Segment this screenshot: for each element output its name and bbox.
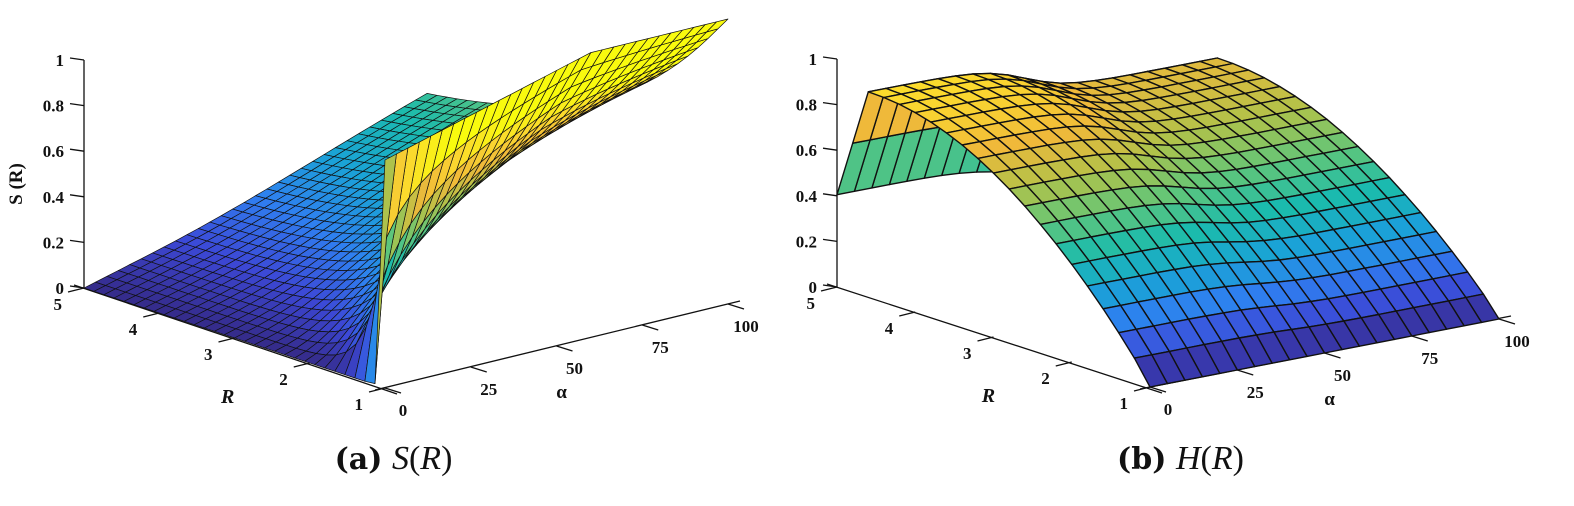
z-tick (69, 194, 85, 198)
z-axis-label: S (R) (6, 163, 27, 205)
r-tick (67, 287, 85, 293)
caption-func: S (391, 440, 409, 477)
r-tick-label: 1 (355, 395, 364, 414)
z-tick-label: 1 (809, 50, 818, 69)
caption-letter: (a) (334, 442, 383, 477)
alpha-axis-label: α (1324, 389, 1335, 410)
alpha-tick (1237, 369, 1254, 376)
r-tick (218, 337, 235, 343)
r-tick-label: 5 (54, 295, 63, 314)
r-tick (143, 312, 160, 318)
alpha-tick (1498, 318, 1516, 325)
panel-a: 0 0.2 0.4 0.6 0.8 1 S (R) 1 2 3 4 5 R 0 25 50 75 100 α (a)… (6, 18, 759, 477)
caption-arg: R (1211, 440, 1233, 477)
r-tick (977, 336, 994, 342)
z-tick (69, 148, 85, 152)
z-tick-label: 0.4 (796, 187, 818, 206)
surface-mesh (836, 57, 1500, 388)
r-tick-label: 4 (129, 320, 138, 339)
alpha-tick (470, 366, 487, 373)
r-tick-label: 5 (807, 294, 816, 313)
alpha-tick (642, 324, 659, 331)
z-tick-label: 0.8 (43, 97, 64, 116)
alpha-tick (1149, 386, 1167, 393)
r-axis-label: R (981, 385, 995, 407)
alpha-tick (1411, 335, 1428, 342)
caption-func: H (1175, 440, 1201, 477)
alpha-axis-line (374, 300, 741, 391)
caption-a: (a) S(R) (334, 440, 453, 477)
surface-cell (374, 153, 397, 384)
alpha-tick-label: 0 (399, 401, 408, 420)
axes: 0 0.2 0.4 0.6 0.8 1 S (R) 1 2 3 4 5 R 0 25 50 75 100 α (6, 51, 759, 420)
caption-arg: R (420, 440, 442, 477)
alpha-tick-label: 50 (566, 359, 583, 378)
alpha-tick-label: 100 (1504, 332, 1530, 351)
alpha-tick (384, 387, 402, 394)
r-tick-label: 2 (1041, 369, 1050, 388)
z-tick (69, 239, 85, 244)
alpha-axis-label: α (556, 382, 567, 403)
alpha-tick-label: 0 (1164, 400, 1173, 419)
z-tick (822, 193, 838, 197)
z-tick-label: 0.2 (796, 232, 817, 251)
r-tick (293, 362, 310, 368)
z-tick-label: 0 (809, 278, 818, 297)
alpha-tick-label: 75 (1421, 349, 1438, 368)
caption-b: (b) H(R) (1117, 440, 1244, 477)
alpha-tick-label: 25 (480, 380, 497, 399)
z-tick-label: 1 (56, 51, 65, 70)
r-axis-line (73, 284, 398, 395)
z-tick (822, 238, 838, 243)
r-tick (899, 311, 916, 317)
r-tick-label: 1 (1120, 394, 1129, 413)
r-tick-label: 3 (963, 344, 972, 363)
caption-letter: (b) (1117, 442, 1167, 477)
alpha-tick (556, 345, 573, 352)
alpha-tick-label: 50 (1334, 366, 1351, 385)
z-tick (69, 57, 85, 61)
alpha-tick-label: 75 (652, 338, 669, 357)
z-tick (69, 102, 85, 107)
r-tick (1055, 361, 1072, 367)
r-tick-label: 2 (279, 370, 288, 389)
z-tick-label: 0.4 (43, 188, 65, 207)
z-tick-label: 0.6 (43, 142, 64, 161)
surface-cell (1133, 354, 1169, 388)
r-tick-label: 3 (204, 345, 213, 364)
z-tick (822, 147, 838, 151)
z-tick-label: 0 (56, 279, 65, 298)
surface-mesh (83, 18, 729, 384)
alpha-tick-label: 100 (733, 317, 759, 336)
z-tick (822, 56, 838, 60)
surface-plot-s: 0 0.2 0.4 0.6 0.8 1 S (R) 1 2 3 4 5 R 0 25 50 75 100 α (6, 18, 759, 420)
z-tick-label: 0.8 (796, 96, 817, 115)
alpha-tick-label: 25 (1247, 383, 1264, 402)
r-axis-line (826, 283, 1163, 394)
z-tick (822, 101, 838, 106)
z-tick-label: 0.2 (43, 233, 64, 252)
r-tick (820, 286, 838, 292)
alpha-tick (1324, 352, 1341, 359)
r-tick-label: 4 (885, 319, 894, 338)
z-tick-label: 0.6 (796, 141, 817, 160)
alpha-tick (727, 303, 745, 310)
r-axis-label: R (220, 386, 234, 408)
